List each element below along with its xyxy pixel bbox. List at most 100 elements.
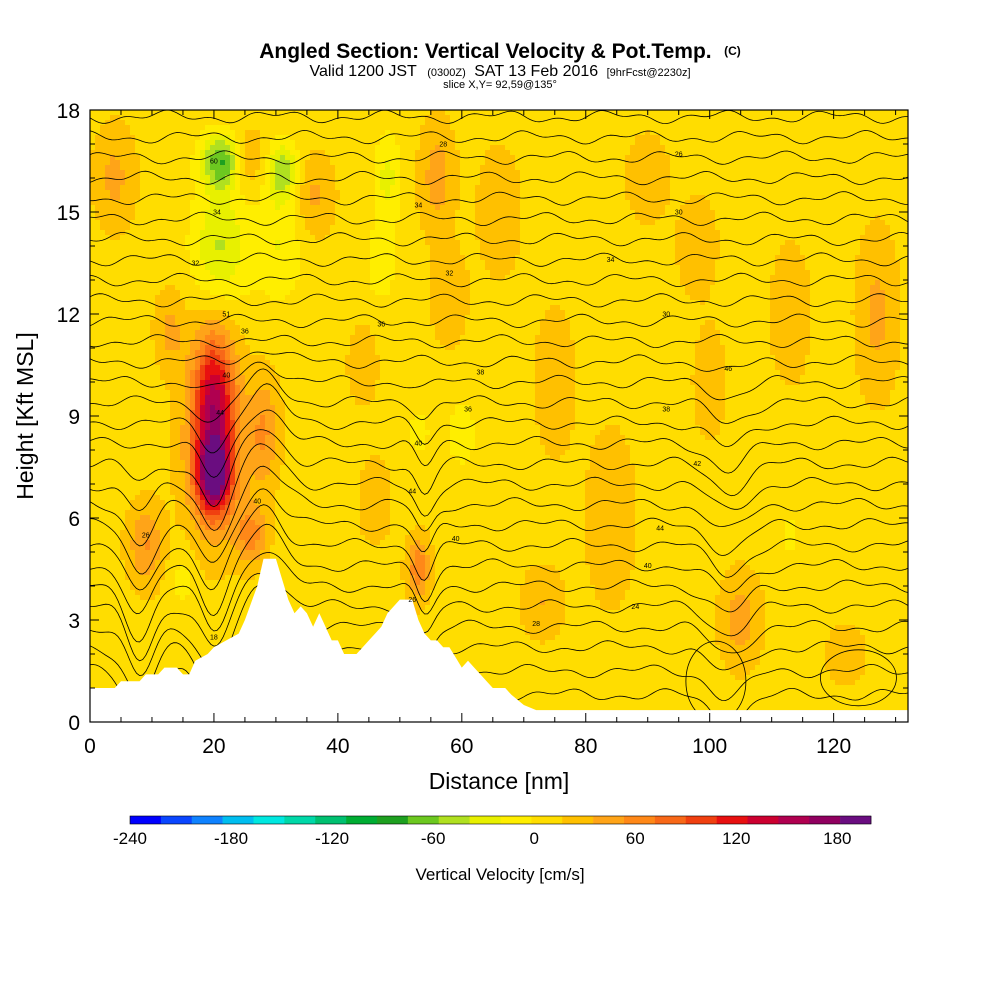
- velocity-cell: [405, 220, 411, 226]
- velocity-cell: [195, 245, 201, 251]
- velocity-cell: [565, 120, 571, 126]
- velocity-cell: [575, 125, 581, 131]
- velocity-cell: [275, 195, 281, 201]
- velocity-cell: [780, 245, 786, 251]
- velocity-cell: [380, 255, 386, 261]
- velocity-cell: [895, 150, 901, 156]
- velocity-cell: [320, 220, 326, 226]
- velocity-cell: [240, 120, 246, 126]
- velocity-cell: [420, 110, 426, 116]
- velocity-cell: [630, 120, 636, 126]
- velocity-cell: [770, 175, 776, 181]
- velocity-cell: [880, 165, 886, 171]
- velocity-cell: [405, 200, 411, 206]
- velocity-cell: [440, 220, 446, 226]
- velocity-cell: [530, 230, 536, 236]
- velocity-cell: [470, 215, 476, 221]
- velocity-cell: [430, 155, 436, 161]
- velocity-cell: [200, 185, 206, 191]
- velocity-cell: [575, 135, 581, 141]
- velocity-cell: [365, 150, 371, 156]
- velocity-cell: [235, 230, 241, 236]
- velocity-cell: [325, 225, 331, 231]
- velocity-cell: [470, 115, 476, 121]
- velocity-cell: [875, 230, 881, 236]
- velocity-cell: [795, 110, 801, 116]
- velocity-cell: [435, 250, 441, 256]
- velocity-cell: [415, 110, 421, 116]
- velocity-cell: [735, 210, 741, 216]
- velocity-cell: [470, 130, 476, 136]
- velocity-cell: [575, 165, 581, 171]
- velocity-cell: [90, 230, 96, 236]
- velocity-cell: [590, 180, 596, 186]
- velocity-cell: [270, 215, 276, 221]
- velocity-cell: [140, 135, 146, 141]
- velocity-cell: [150, 180, 156, 186]
- velocity-cell: [255, 120, 261, 126]
- velocity-cell: [550, 225, 556, 231]
- velocity-cell: [830, 230, 836, 236]
- velocity-cell: [820, 230, 826, 236]
- velocity-cell: [700, 145, 706, 151]
- velocity-cell: [505, 170, 511, 176]
- velocity-cell: [350, 200, 356, 206]
- velocity-cell: [430, 185, 436, 191]
- velocity-cell: [765, 220, 771, 226]
- velocity-cell: [890, 150, 896, 156]
- velocity-cell: [105, 195, 111, 201]
- velocity-cell: [645, 220, 651, 226]
- velocity-cell: [585, 230, 591, 236]
- velocity-cell: [90, 195, 96, 201]
- velocity-cell: [155, 230, 161, 236]
- velocity-cell: [895, 160, 901, 166]
- velocity-cell: [360, 180, 366, 186]
- velocity-cell: [280, 220, 286, 226]
- velocity-cell: [650, 190, 656, 196]
- velocity-cell: [570, 160, 576, 166]
- velocity-cell: [170, 140, 176, 146]
- velocity-cell: [240, 125, 246, 131]
- velocity-cell: [565, 150, 571, 156]
- velocity-cell: [410, 260, 416, 266]
- velocity-cell: [295, 230, 301, 236]
- velocity-cell: [580, 145, 586, 151]
- velocity-cell: [815, 245, 821, 251]
- velocity-cell: [620, 240, 626, 246]
- velocity-cell: [850, 225, 856, 231]
- velocity-cell: [900, 170, 906, 176]
- velocity-cell: [240, 165, 246, 171]
- velocity-cell: [620, 140, 626, 146]
- velocity-cell: [645, 255, 651, 261]
- velocity-cell: [805, 185, 811, 191]
- velocity-cell: [625, 140, 631, 146]
- velocity-cell: [230, 255, 236, 261]
- velocity-cell: [190, 120, 196, 126]
- velocity-cell: [120, 240, 126, 246]
- velocity-cell: [360, 110, 366, 116]
- velocity-cell: [200, 110, 206, 116]
- velocity-cell: [640, 135, 646, 141]
- velocity-cell: [420, 245, 426, 251]
- velocity-cell: [510, 115, 516, 121]
- velocity-cell: [150, 230, 156, 236]
- velocity-cell: [600, 195, 606, 201]
- velocity-cell: [885, 245, 891, 251]
- velocity-cell: [410, 120, 416, 126]
- velocity-cell: [400, 205, 406, 211]
- velocity-cell: [390, 115, 396, 121]
- velocity-cell: [385, 250, 391, 256]
- velocity-cell: [725, 140, 731, 146]
- velocity-cell: [790, 160, 796, 166]
- velocity-cell: [665, 155, 671, 161]
- velocity-cell: [635, 215, 641, 221]
- velocity-cell: [250, 240, 256, 246]
- velocity-cell: [565, 240, 571, 246]
- velocity-cell: [365, 190, 371, 196]
- velocity-cell: [520, 225, 526, 231]
- velocity-cell: [670, 255, 676, 261]
- velocity-cell: [680, 170, 686, 176]
- velocity-cell: [800, 135, 806, 141]
- velocity-cell: [490, 130, 496, 136]
- velocity-cell: [880, 225, 886, 231]
